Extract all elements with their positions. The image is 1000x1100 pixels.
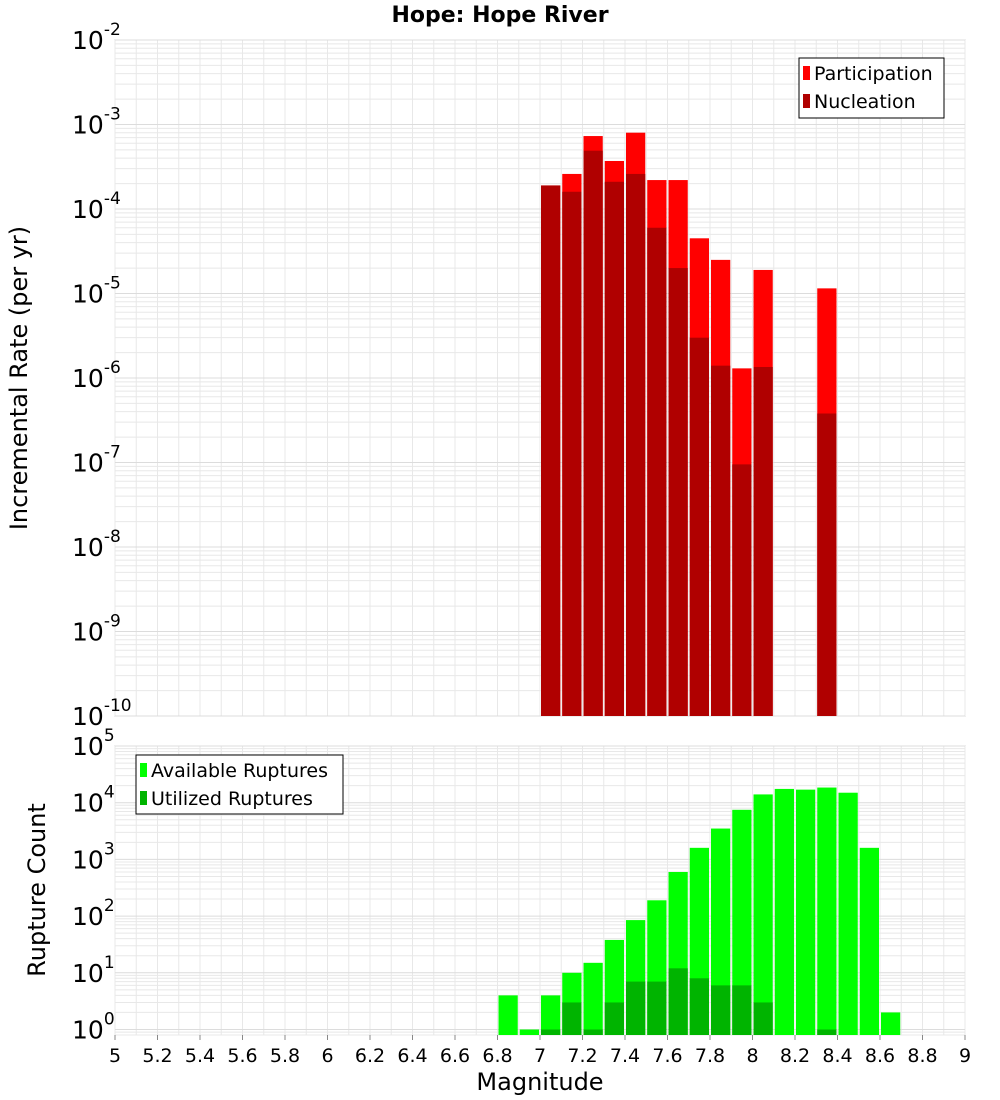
x-tick-label: 8.8: [907, 1045, 937, 1067]
x-tick-label: 5.2: [142, 1045, 172, 1067]
utilized-bar: [711, 985, 731, 1035]
utilized-bar: [541, 1029, 561, 1035]
x-tick-label: 7.6: [652, 1045, 682, 1067]
available-bar: [711, 828, 731, 1035]
available-legend-label: Available Ruptures: [151, 760, 328, 782]
nucleation-bar: [711, 365, 731, 716]
magnitude-tick-labels: 5 5.2 5.4 5.6 5.8 6 6.2 6.4 6.6 6.8 7 7.2 7.4 7.6 7.8 8…: [109, 1035, 971, 1067]
utilized-legend-swatch: [140, 791, 147, 805]
nucleation-bar: [604, 181, 624, 717]
x-tick-label: 5: [109, 1045, 121, 1067]
available-bar: [583, 962, 603, 1035]
rate-bars: [541, 132, 837, 717]
utilized-bar: [753, 1002, 773, 1035]
utilized-bar: [626, 981, 646, 1035]
y-tick-label: 10-6: [72, 358, 121, 393]
rate-y-tick-labels: 10-2 10-3 10-4 10-5 10-6 10-7 10-8 10-9 10-10: [72, 20, 132, 731]
available-bar: [817, 787, 837, 1035]
x-tick-label: 6.2: [355, 1045, 385, 1067]
y-tick-label: 104: [72, 783, 115, 818]
x-tick-label: 5.8: [270, 1045, 300, 1067]
rupture-legend: Available Ruptures Utilized Ruptures: [135, 754, 344, 815]
x-tick-label: 7.8: [695, 1045, 725, 1067]
rate-legend: Participation Nucleation: [798, 57, 945, 119]
utilized-legend-label: Utilized Ruptures: [151, 788, 313, 810]
y-tick-label: 10-7: [72, 443, 121, 478]
nucleation-bar: [626, 173, 646, 716]
y-tick-label: 100: [72, 1010, 115, 1045]
x-tick-label: 8: [746, 1045, 758, 1067]
x-tick-label: 5.6: [227, 1045, 257, 1067]
available-bar: [838, 792, 858, 1035]
available-bar: [796, 789, 816, 1035]
x-tick-label: 7: [534, 1045, 546, 1067]
available-bar: [753, 794, 773, 1035]
x-tick-label: 9: [959, 1045, 971, 1067]
x-tick-label: 6.8: [482, 1045, 512, 1067]
available-legend-swatch: [140, 763, 147, 777]
utilized-bar: [817, 1029, 837, 1035]
nucleation-legend-swatch: [803, 94, 810, 108]
x-tick-label: 6.4: [397, 1045, 427, 1067]
nucleation-legend-label: Nucleation: [814, 91, 916, 113]
x-tick-label: 8.4: [822, 1045, 852, 1067]
y-tick-label: 10-8: [72, 527, 121, 562]
x-tick-label: 5.4: [185, 1045, 215, 1067]
nucleation-bar: [562, 191, 582, 717]
x-tick-label: 6.6: [440, 1045, 470, 1067]
nucleation-bar: [541, 185, 561, 717]
y-tick-label: 10-3: [72, 105, 121, 140]
utilized-bar: [604, 1002, 624, 1035]
rupture-count-panel: 105 104 103 102 101 100 5 5.2 5.4 5.6 5.8 6 6.2 6.4 6…: [23, 726, 971, 1096]
rupture-bars: [498, 787, 901, 1035]
nucleation-bar: [668, 268, 688, 716]
x-tick-label: 6: [321, 1045, 333, 1067]
participation-legend-swatch: [803, 66, 810, 80]
nucleation-bar: [647, 227, 667, 716]
rate-panel: 10-2 10-3 10-4 10-5 10-6 10-7 10-8 10-9 10-10 In…: [5, 20, 966, 731]
utilized-bar: [647, 981, 667, 1035]
x-tick-label: 8.2: [780, 1045, 810, 1067]
y-tick-label: 10-10: [72, 696, 132, 731]
available-bar: [498, 995, 518, 1035]
nucleation-bar: [689, 337, 709, 716]
available-bar: [541, 995, 561, 1035]
utilized-bar: [732, 985, 752, 1035]
available-bar: [859, 847, 879, 1035]
rupture-y-tick-labels: 105 104 103 102 101 100: [72, 726, 115, 1045]
utilized-bar: [689, 978, 709, 1035]
y-tick-label: 102: [72, 896, 115, 931]
x-axis-label: Magnitude: [476, 1068, 603, 1096]
utilized-bar: [583, 1029, 603, 1035]
rate-gridlines: [114, 39, 966, 717]
rupture-y-axis-label: Rupture Count: [23, 803, 51, 977]
nucleation-bar: [583, 150, 603, 716]
y-tick-label: 105: [72, 726, 115, 761]
x-tick-label: 7.4: [610, 1045, 640, 1067]
rate-y-axis-label: Incremental Rate (per yr): [5, 226, 33, 530]
y-tick-label: 10-9: [72, 612, 121, 647]
chart-title: Hope: Hope River: [391, 3, 608, 28]
participation-legend-label: Participation: [814, 63, 933, 85]
y-tick-label: 10-4: [72, 189, 121, 224]
y-tick-label: 103: [72, 839, 115, 874]
nucleation-bar: [817, 413, 837, 716]
nucleation-bar: [753, 366, 773, 716]
available-bar: [519, 1029, 539, 1035]
nucleation-bar: [732, 464, 752, 716]
utilized-bar: [668, 968, 688, 1035]
x-tick-label: 7.2: [567, 1045, 597, 1067]
y-tick-label: 10-5: [72, 274, 121, 309]
available-bar: [881, 1012, 901, 1035]
available-bar: [732, 809, 752, 1035]
x-tick-label: 8.6: [865, 1045, 895, 1067]
y-tick-label: 101: [72, 953, 115, 988]
utilized-bar: [562, 1002, 582, 1035]
available-bar: [774, 788, 794, 1035]
y-tick-label: 10-2: [72, 20, 121, 55]
